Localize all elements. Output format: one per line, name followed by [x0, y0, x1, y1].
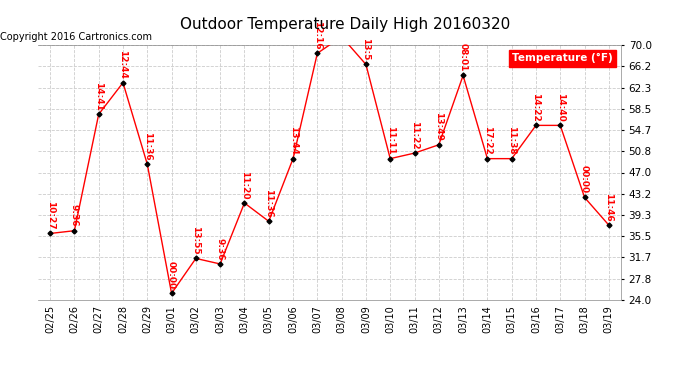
- Text: 9:36: 9:36: [216, 238, 225, 260]
- Text: 14:40: 14:40: [555, 93, 565, 122]
- Text: 13:55: 13:55: [191, 226, 200, 255]
- Text: 11:36: 11:36: [264, 189, 273, 217]
- Text: 08:01: 08:01: [459, 43, 468, 72]
- Text: 10:27: 10:27: [46, 201, 55, 229]
- Text: 11:38: 11:38: [507, 126, 516, 155]
- Text: 12:44: 12:44: [119, 50, 128, 79]
- Text: 14:41: 14:41: [94, 82, 104, 111]
- Text: 11:20: 11:20: [240, 171, 249, 199]
- Text: 14:22: 14:22: [531, 93, 540, 122]
- Text: 17:22: 17:22: [483, 126, 492, 155]
- Legend: Temperature (°F): Temperature (°F): [509, 50, 615, 66]
- Text: 11:22: 11:22: [410, 121, 419, 149]
- Text: Copyright 2016 Cartronics.com: Copyright 2016 Cartronics.com: [0, 33, 152, 42]
- Text: Outdoor Temperature Daily High 20160320: Outdoor Temperature Daily High 20160320: [180, 17, 510, 32]
- Text: 11:46: 11:46: [604, 193, 613, 221]
- Text: 14:12: 14:12: [0, 374, 1, 375]
- Text: 9:36: 9:36: [70, 204, 79, 227]
- Text: 00:00: 00:00: [580, 165, 589, 194]
- Text: 13:5: 13:5: [362, 38, 371, 61]
- Text: 12:16: 12:16: [313, 21, 322, 50]
- Text: 13:44: 13:44: [288, 126, 297, 155]
- Text: 00:00: 00:00: [167, 261, 176, 290]
- Text: 13:49: 13:49: [434, 112, 443, 141]
- Text: 11:11: 11:11: [386, 126, 395, 155]
- Text: 11:36: 11:36: [143, 132, 152, 160]
